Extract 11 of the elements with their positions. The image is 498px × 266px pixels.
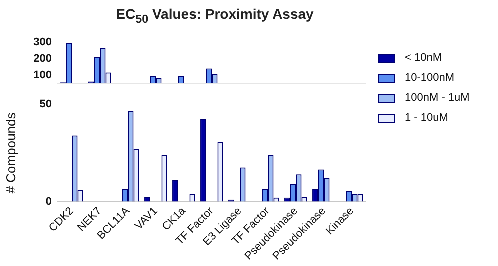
legend-label: 100nM - 1uM: [405, 92, 470, 104]
y-tick-label: 300: [34, 36, 52, 49]
chart-title: EC$_{50}$ Values: Proximity Assay: [115, 6, 315, 26]
legend-label: 10-100nM: [405, 72, 455, 84]
legend-label: 1 - 10uM: [405, 112, 448, 124]
legend-label: < 10nM: [405, 52, 442, 64]
y-axis-title: # Compounds: [3, 112, 18, 194]
y-tick-label: 0: [46, 196, 52, 208]
y-tick-label: 200: [34, 52, 52, 65]
y-tick-label: 50: [40, 98, 52, 111]
y-tick-label: 100: [34, 69, 52, 82]
